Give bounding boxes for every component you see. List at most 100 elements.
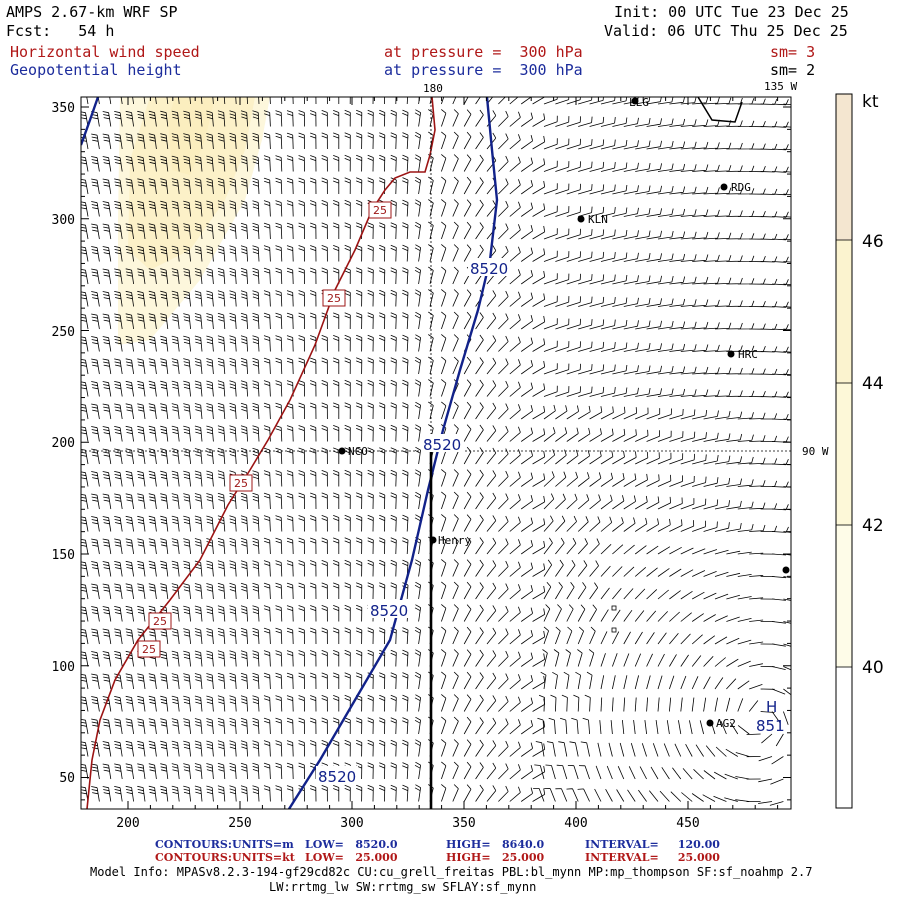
wind-barb: [669, 475, 683, 487]
wind-barb: [612, 387, 628, 397]
wind-barb: [263, 785, 271, 802]
wind-barb: [356, 604, 363, 622]
wind-barb: [612, 342, 628, 352]
wind-barb: [286, 245, 294, 262]
wind-barb: [333, 695, 340, 712]
wind-barb: [571, 717, 579, 735]
wind-barb: [379, 244, 386, 262]
wind-barb: [543, 471, 555, 487]
wind-barb: [333, 200, 340, 217]
wind-barb: [475, 537, 484, 555]
wind-barb: [532, 405, 546, 420]
wind-barb: [691, 793, 704, 802]
wind-barb: [703, 142, 720, 150]
wind-barb: [783, 126, 791, 128]
wind-barb: [589, 341, 605, 352]
wind-barb: [657, 653, 665, 667]
wind-barb: [102, 426, 112, 442]
wind-barb: [498, 605, 509, 622]
wind-barb: [749, 641, 764, 645]
wind-barb: [680, 389, 697, 397]
wind-barb: [520, 224, 533, 240]
wind-barb: [543, 340, 558, 352]
wind-barb: [646, 474, 660, 487]
wind-barb: [452, 604, 459, 622]
wind-barb: [402, 289, 409, 307]
height-contour-main: [287, 97, 499, 809]
wind-barb: [286, 650, 294, 667]
wind-barb: [498, 223, 509, 240]
wind-barb: [520, 314, 533, 330]
model-info-line1: Model Info: MPASv8.2.3-194-gf29cd82c CU:…: [90, 865, 813, 879]
wind-barb: [321, 695, 328, 712]
wind-barb: [114, 403, 123, 420]
wind-barb: [589, 161, 605, 172]
wind-barb: [623, 162, 639, 172]
wind-barb: [681, 792, 693, 802]
wind-barb: [635, 343, 651, 352]
wind-barb: [367, 379, 374, 397]
wind-barb: [566, 318, 581, 330]
wind-barb: [566, 471, 578, 487]
wind-barb: [509, 539, 521, 555]
wind-barb: [194, 628, 203, 645]
wind-barb: [125, 380, 134, 397]
wind-barb: [137, 605, 146, 622]
wind-barb: [597, 742, 602, 757]
wind-barb: [81, 381, 89, 397]
wind-barb: [691, 655, 702, 667]
height-contour-top-right: [697, 97, 743, 123]
wind-barb: [137, 403, 146, 420]
wind-barb: [577, 427, 591, 442]
wind-barb: [240, 785, 248, 802]
wind-barb: [183, 403, 191, 420]
wind-barb: [114, 381, 123, 397]
wind-barb: [543, 581, 552, 600]
wind-barb: [634, 697, 637, 712]
wind-barb: [217, 110, 226, 127]
wind-barb: [137, 155, 146, 172]
wind-barb: [537, 717, 545, 735]
wind-barb: [428, 154, 434, 172]
wind-barb: [540, 671, 547, 690]
wind-barb: [441, 514, 447, 532]
wind-barb: [486, 695, 497, 712]
wind-barb: [555, 405, 568, 420]
wind-barb: [737, 479, 754, 487]
wind-barb: [577, 494, 590, 510]
wind-barb: [555, 251, 570, 262]
wind-barb: [321, 380, 328, 397]
wind-barb: [771, 576, 787, 579]
wind-barb: [566, 604, 574, 622]
wind-barb: [600, 609, 609, 622]
wind-barb: [692, 432, 707, 442]
wind-barb: [102, 291, 112, 307]
wind-barb: [714, 97, 732, 105]
wind-barb: [498, 358, 509, 375]
wind-barb: [206, 583, 214, 600]
wind-barb: [390, 447, 397, 465]
wind-barb: [114, 561, 123, 577]
wind-barb: [758, 778, 773, 783]
wind-barb: [125, 155, 134, 172]
wind-barb: [703, 389, 720, 397]
wind-barb: [486, 425, 497, 442]
wind-barb: [589, 251, 605, 262]
wind-barb: [229, 672, 237, 690]
wind-barb: [612, 631, 620, 645]
wind-barb: [333, 650, 340, 667]
wind-barb: [543, 318, 558, 330]
wind-barb: [217, 290, 226, 307]
wind-barb: [206, 178, 214, 195]
wind-barb: [783, 711, 789, 725]
wind-barb: [102, 561, 112, 577]
wind-barb: [498, 493, 509, 510]
wind-barb: [520, 562, 533, 577]
wind-barb: [646, 230, 662, 240]
wind-barb: [509, 561, 521, 577]
wind-barb: [737, 680, 750, 690]
wind-barb: [229, 650, 237, 667]
wind-barb: [344, 222, 351, 240]
wind-barb: [657, 163, 674, 172]
wind-barb: [441, 761, 447, 780]
